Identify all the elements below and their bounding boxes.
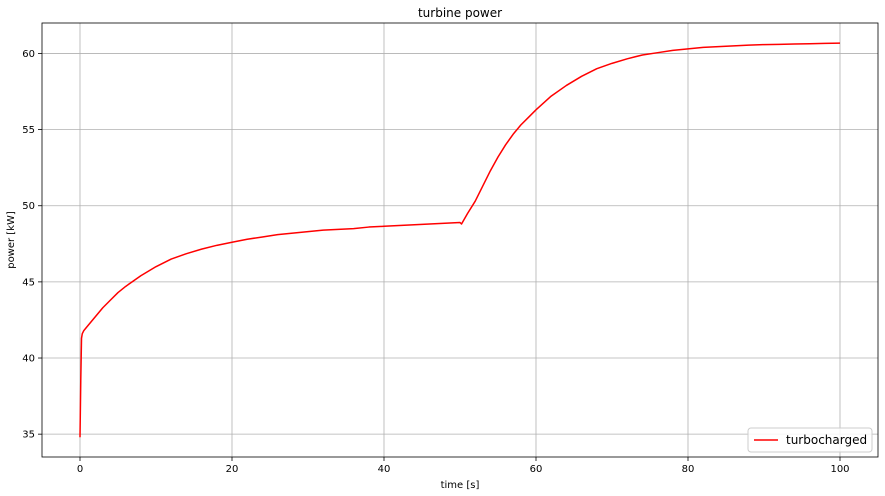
x-axis-ticks: 0 20 40 60 80 100 [77, 457, 850, 475]
series-layer [79, 42, 841, 438]
y-tick-label: 60 [22, 49, 35, 60]
x-axis-label: time [s] [441, 480, 480, 491]
plot-frame [41, 22, 879, 458]
series-line [79, 42, 841, 438]
grid [42, 23, 878, 457]
y-tick-label: 50 [22, 201, 35, 212]
y-axis-label: power [kW] [6, 211, 17, 269]
y-tick-label: 35 [22, 430, 35, 441]
legend: turbocharged [747, 427, 873, 453]
x-tick-label: 60 [530, 464, 543, 475]
y-tick-label: 45 [22, 277, 35, 288]
x-tick-label: 20 [226, 464, 239, 475]
x-tick-label: 0 [77, 464, 83, 475]
legend-box [747, 427, 873, 453]
chart-title: turbine power [418, 6, 502, 20]
y-axis-ticks: 35 40 45 50 55 60 [22, 49, 42, 441]
y-tick-label: 55 [22, 125, 35, 136]
x-tick-label: 100 [830, 464, 849, 475]
x-tick-label: 40 [378, 464, 391, 475]
y-tick-label: 40 [22, 354, 35, 365]
legend-label: turbocharged [786, 433, 867, 447]
x-tick-label: 80 [682, 464, 695, 475]
